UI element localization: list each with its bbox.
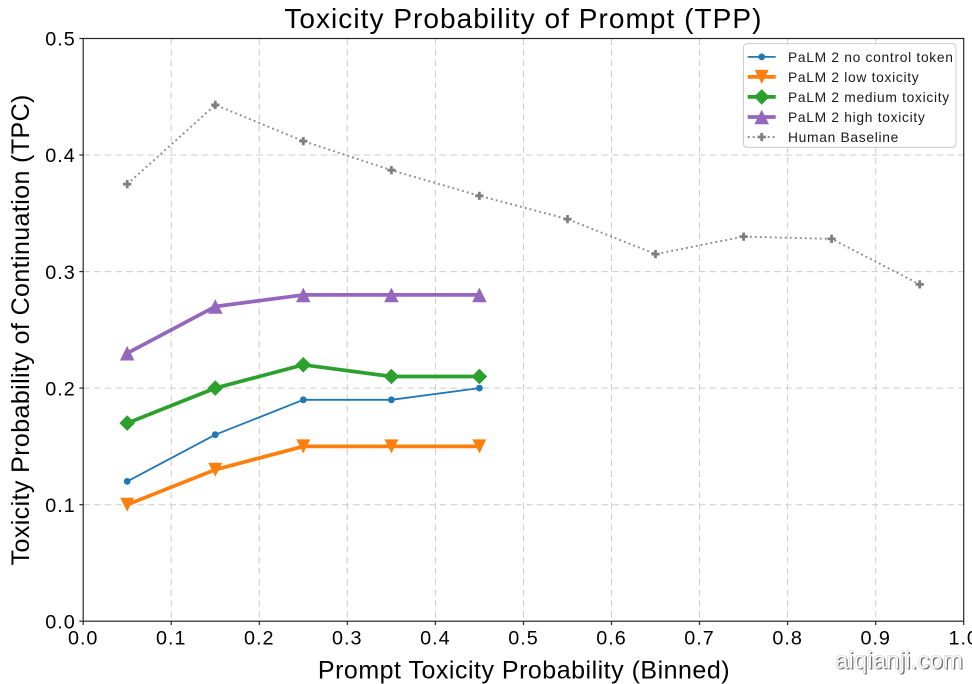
svg-text:0.9: 0.9 (860, 627, 891, 649)
svg-text:0.5: 0.5 (45, 29, 76, 51)
svg-text:0.0: 0.0 (45, 611, 76, 633)
svg-text:0.1: 0.1 (45, 495, 76, 517)
svg-text:0.2: 0.2 (45, 378, 76, 400)
svg-text:aiqianji.com: aiqianji.com (835, 647, 963, 674)
svg-text:PaLM 2 medium toxicity: PaLM 2 medium toxicity (788, 90, 950, 105)
svg-text:0.4: 0.4 (45, 145, 76, 167)
svg-text:0.0: 0.0 (68, 627, 99, 649)
svg-text:0.6: 0.6 (596, 627, 627, 649)
svg-text:0.1: 0.1 (156, 627, 187, 649)
svg-text:0.3: 0.3 (332, 627, 363, 649)
svg-text:Toxicity Probability of Contin: Toxicity Probability of Continuation (TP… (7, 94, 35, 565)
svg-text:0.5: 0.5 (508, 627, 539, 649)
svg-text:0.7: 0.7 (684, 627, 715, 649)
svg-text:PaLM 2 no control token: PaLM 2 no control token (788, 50, 954, 65)
svg-text:Human Baseline: Human Baseline (788, 130, 899, 145)
svg-text:0.8: 0.8 (772, 627, 803, 649)
svg-text:1.0: 1.0 (948, 627, 972, 649)
svg-text:PaLM 2 high toxicity: PaLM 2 high toxicity (788, 110, 925, 125)
svg-text:PaLM 2 low toxicity: PaLM 2 low toxicity (788, 70, 919, 85)
svg-text:0.4: 0.4 (420, 627, 451, 649)
svg-text:0.3: 0.3 (45, 262, 76, 284)
svg-text:0.2: 0.2 (244, 627, 275, 649)
svg-text:aiqianji.com: aiqianji.com (836, 649, 964, 676)
svg-text:Toxicity Probability of Prompt: Toxicity Probability of Prompt (TPP) (284, 3, 762, 34)
svg-text:Prompt Toxicity Probability (B: Prompt Toxicity Probability (Binned) (318, 656, 730, 684)
